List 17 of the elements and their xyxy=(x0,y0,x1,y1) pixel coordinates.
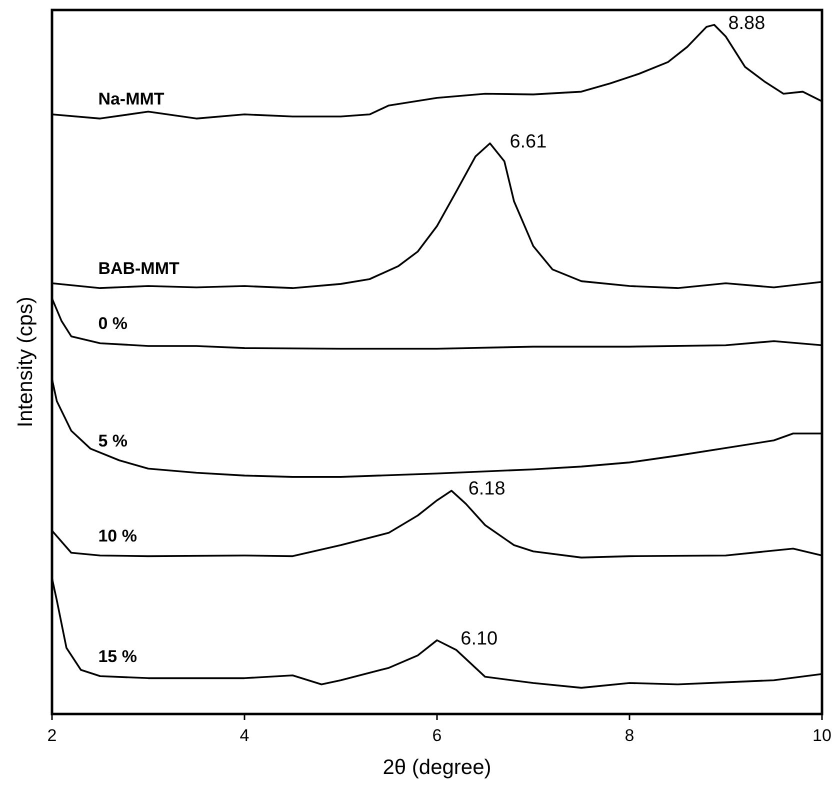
x-tick-label: 8 xyxy=(624,726,634,745)
series-label: BAB-MMT xyxy=(98,259,180,278)
annotation: 6.10 xyxy=(460,628,498,650)
annotation: 8.88 xyxy=(728,12,766,34)
series-label: 15 % xyxy=(98,647,137,666)
x-tick-label: 10 xyxy=(812,726,832,745)
series-label: 10 % xyxy=(98,526,137,546)
y-axis-title: Intensity (cps) xyxy=(14,296,37,428)
series-label: 0 % xyxy=(98,314,128,334)
series-label: 5 % xyxy=(98,431,128,450)
annotation: 6.61 xyxy=(510,131,547,152)
series-label: Na-MMT xyxy=(98,90,165,109)
x-axis-title: 2θ (degree) xyxy=(382,756,492,779)
x-tick-label: 2 xyxy=(47,726,57,745)
x-tick-label: 4 xyxy=(240,726,250,745)
annotation: 6.18 xyxy=(468,478,506,500)
x-tick-label: 6 xyxy=(432,726,442,745)
